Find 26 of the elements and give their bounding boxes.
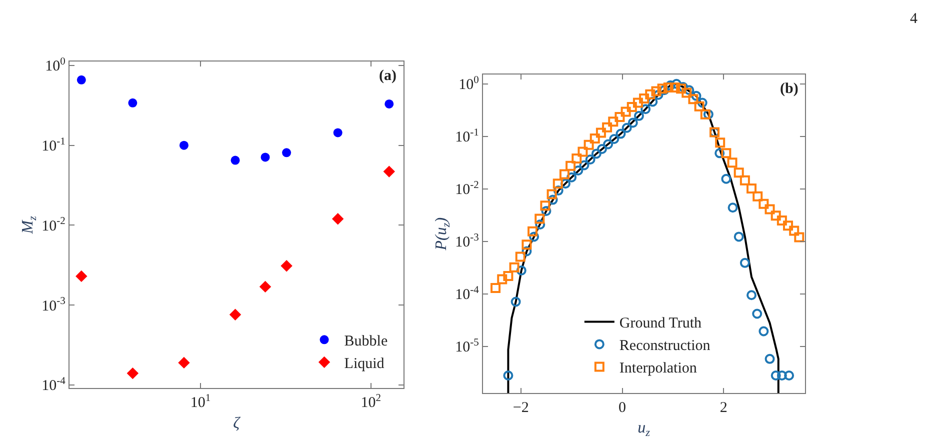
annotation: (a) — [379, 68, 396, 84]
x-tick-label: 2 — [720, 400, 728, 416]
x-tick-label: 10$^{2}$ — [360, 392, 381, 412]
legend-label: Interpolation — [619, 360, 698, 377]
legend-label: Bubble — [344, 334, 388, 350]
y-tick-label: 10$^{-4}$ — [455, 284, 480, 304]
y-tick-label: 10$^{-2}$ — [42, 216, 66, 234]
y-tick-label: 10$^{-5}$ — [455, 337, 479, 356]
text: 4 — [910, 11, 918, 27]
x-tick-label: −2 — [512, 400, 529, 416]
y-tick-label: 10$^{-2}$ — [455, 180, 479, 198]
legend-label: Liquid — [344, 356, 385, 372]
x-tick-label: 10$^{1}$ — [190, 392, 211, 412]
y-tick-label: 10$^{-3}$ — [455, 232, 479, 251]
legend-label: Reconstruction — [619, 338, 711, 354]
y-tick-label: 10$^{-1}$ — [42, 136, 66, 155]
y-tick-label: 10$^{0}$ — [45, 56, 66, 75]
annotation: (b) — [780, 81, 798, 97]
y-tick-label: 10$^{0}$ — [458, 74, 479, 94]
y-tick-label: 10$^{-4}$ — [42, 376, 66, 394]
y-tick-label: 10$^{-1}$ — [455, 127, 479, 146]
legend-label: Ground Truth — [619, 316, 702, 332]
y-tick-label: 10$^{-3}$ — [42, 296, 66, 314]
x-axis-title: u$_{z}$ — [638, 420, 651, 440]
x-tick-label: 0 — [618, 400, 626, 416]
x-axis-title: ζ — [233, 414, 242, 432]
